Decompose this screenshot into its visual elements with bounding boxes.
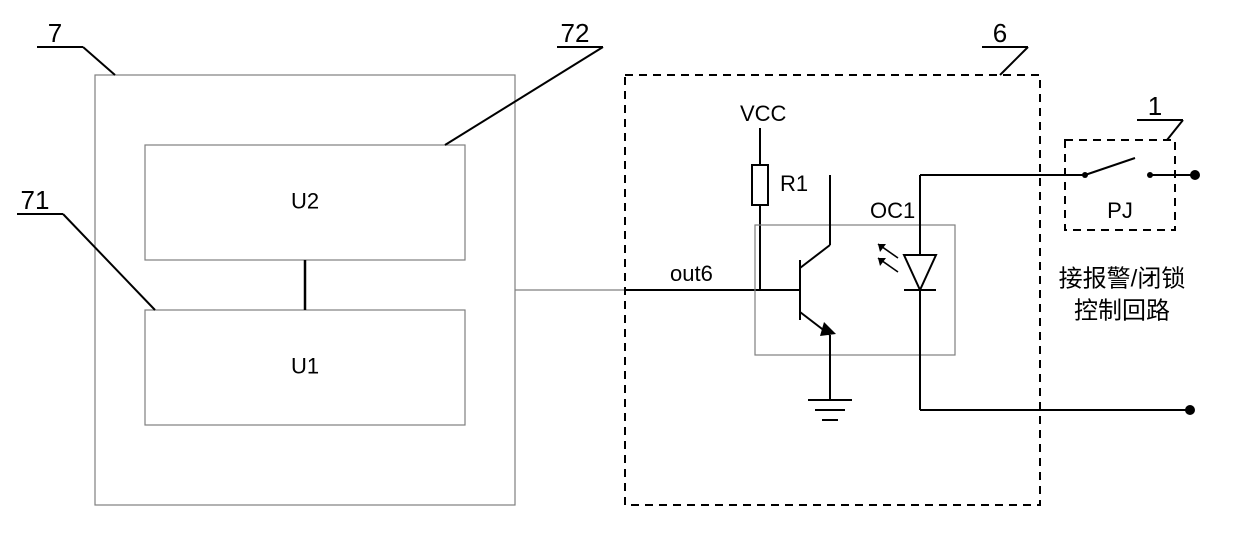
u2-label: U2	[291, 188, 319, 213]
r1-label: R1	[780, 171, 808, 196]
callout-72: 72	[561, 18, 590, 48]
cn-line1: 接报警/闭锁	[1059, 265, 1186, 292]
callout-7: 7	[48, 18, 62, 48]
vcc-label: VCC	[740, 101, 787, 126]
out6-label: out6	[670, 261, 713, 286]
callout-71: 71	[21, 185, 50, 215]
pj-label: PJ	[1107, 198, 1133, 223]
callout-6: 6	[993, 18, 1007, 48]
callout-1: 1	[1148, 91, 1162, 121]
oc1-label: OC1	[870, 198, 915, 223]
u1-label: U1	[291, 353, 319, 378]
cn-line2: 控制回路	[1074, 297, 1170, 324]
